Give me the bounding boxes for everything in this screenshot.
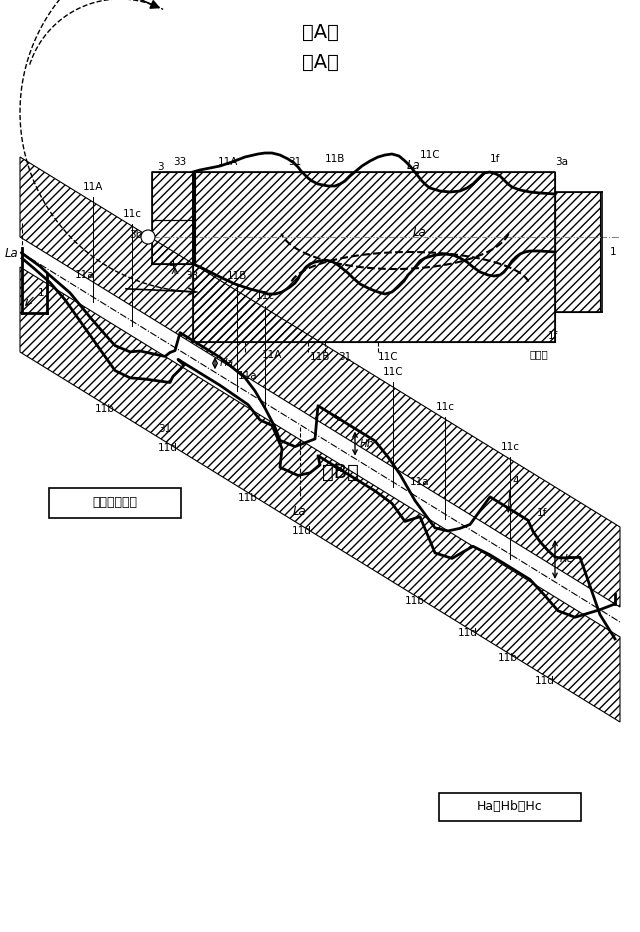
Text: 1: 1 (38, 288, 45, 298)
Text: 1f: 1f (537, 508, 547, 518)
Text: 11C: 11C (378, 352, 398, 362)
Text: 3: 3 (157, 162, 163, 172)
Text: Ha＜Hb＜Hc: Ha＜Hb＜Hc (477, 801, 543, 814)
Text: 11b: 11b (405, 596, 425, 606)
Text: La: La (413, 226, 427, 239)
Text: 1f: 1f (490, 154, 500, 164)
Text: 11c: 11c (435, 402, 454, 412)
Text: 11d: 11d (458, 628, 478, 638)
Text: 11c: 11c (122, 209, 141, 219)
Text: 3b: 3b (129, 230, 142, 240)
Text: 3a: 3a (555, 157, 568, 167)
Text: 31: 31 (158, 424, 172, 434)
Text: 4: 4 (169, 260, 175, 270)
Text: 11B: 11B (310, 352, 330, 362)
Text: 11b: 11b (238, 493, 258, 502)
Text: 11A: 11A (262, 350, 282, 360)
Text: Ha: Ha (220, 358, 234, 368)
Text: 11C: 11C (420, 150, 440, 160)
Text: 11d: 11d (158, 444, 178, 453)
Text: 11b: 11b (498, 653, 518, 663)
Text: 1: 1 (610, 247, 616, 257)
Text: La: La (4, 247, 18, 260)
Text: 11d: 11d (535, 676, 555, 686)
Text: La: La (293, 504, 307, 517)
Text: 11b: 11b (95, 404, 115, 415)
Text: （工）部拡大: （工）部拡大 (93, 497, 138, 510)
Text: Hb: Hb (360, 439, 374, 448)
FancyBboxPatch shape (49, 488, 181, 518)
Text: 33: 33 (173, 157, 187, 167)
Text: 11a: 11a (238, 371, 258, 380)
Text: 11C: 11C (383, 367, 403, 377)
Text: （工）: （工） (530, 349, 548, 359)
Text: 11A: 11A (83, 182, 103, 192)
Text: 11c: 11c (500, 442, 520, 452)
Text: 33: 33 (185, 271, 198, 281)
Text: La: La (407, 159, 421, 172)
Text: 11B: 11B (325, 154, 345, 164)
Text: 11a: 11a (75, 270, 95, 281)
Text: （A）: （A） (301, 22, 339, 42)
Text: 11c: 11c (255, 291, 275, 301)
Text: 31: 31 (289, 157, 301, 167)
Text: 4: 4 (512, 476, 518, 486)
Text: 11a: 11a (410, 476, 430, 487)
Text: 1f: 1f (548, 331, 558, 341)
FancyBboxPatch shape (439, 793, 581, 821)
Text: （B）: （B） (321, 462, 358, 482)
Text: Hc: Hc (560, 555, 573, 565)
Text: 31: 31 (339, 352, 351, 362)
Text: 11A: 11A (218, 157, 238, 167)
Text: 11B: 11B (227, 271, 247, 281)
Circle shape (141, 230, 155, 244)
Text: 11d: 11d (292, 526, 312, 536)
Text: （A）: （A） (301, 52, 339, 72)
